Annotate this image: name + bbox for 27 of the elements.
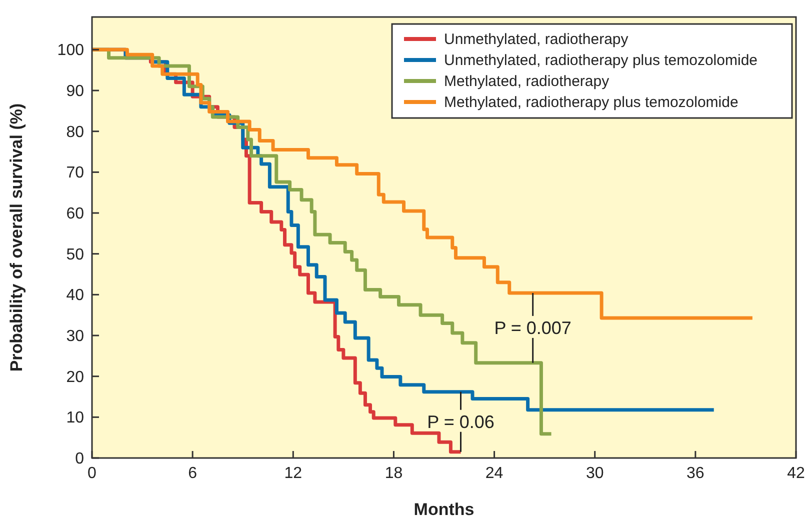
y-tick-label: 0	[75, 450, 84, 468]
y-tick-label: 10	[66, 410, 84, 427]
x-tick-label: 42	[787, 465, 805, 482]
y-tick-label: 80	[66, 124, 84, 141]
x-tick-label: 12	[284, 465, 302, 482]
x-tick-label: 6	[188, 465, 198, 482]
x-tick-label: 30	[586, 465, 604, 482]
x-tick-label: 36	[686, 465, 704, 482]
y-tick-label: 90	[66, 83, 84, 100]
y-tick-label: 100	[57, 42, 84, 60]
x-tick-label: 18	[384, 465, 403, 482]
y-tick-label: 30	[66, 328, 84, 345]
y-axis-title: Probability of overall survival (%)	[7, 103, 26, 372]
annotation: P = 0.06	[427, 412, 494, 432]
legend-label: Unmethylated, radiotherapy	[444, 31, 629, 48]
x-axis-title: Months	[414, 500, 474, 519]
y-tick-label: 40	[66, 287, 84, 304]
y-tick-label: 20	[66, 368, 84, 386]
legend-label: Unmethylated, radiotherapy plus temozolomide	[444, 52, 758, 69]
annotation: P = 0.007	[494, 318, 572, 338]
x-tick-label: 24	[485, 465, 504, 482]
legend-label: Methylated, radiotherapy plus temozolomide	[444, 94, 738, 111]
y-tick-label: 60	[66, 206, 84, 222]
legend-label: Methylated, radiotherapy	[444, 73, 610, 90]
y-tick-label: 50	[66, 246, 84, 264]
y-tick-label: 70	[66, 164, 84, 182]
x-tick-label: 0	[88, 465, 97, 482]
